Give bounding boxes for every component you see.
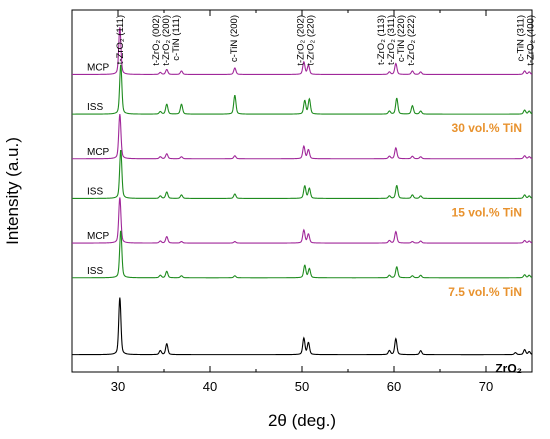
group-label-0: 30 vol.% TiN (452, 121, 522, 135)
series-layer (72, 27, 533, 356)
peak-label-1-2: c-TiN (111) (171, 15, 182, 61)
peak-label-1-1: t-ZrO₂ (200) (161, 15, 172, 66)
trace-label-0: MCP (87, 62, 110, 73)
trace-label-1: ISS (87, 102, 103, 113)
peak-label-3-1: t-ZrO₂ (220) (306, 15, 317, 66)
series-line-0 (72, 27, 533, 76)
x-axis: 30 40 50 60 70 (71, 10, 533, 394)
group-label-1: 15 vol.% TiN (452, 205, 522, 219)
peak-label-4-2: c-TiN (220) (396, 15, 407, 62)
x-axis-label: 2θ (deg.) (268, 411, 336, 430)
peak-label-0-0: t-ZrO₂ (111) (115, 15, 126, 64)
series-line-1 (72, 64, 533, 115)
x-tick-label-70: 70 (479, 379, 493, 394)
peak-label-5-0: c-TiN (311) (516, 15, 527, 61)
series-line-5 (72, 230, 533, 279)
x-tick-label-30: 30 (111, 379, 125, 394)
zro2-label: ZrO₂ (495, 362, 522, 376)
trace-label-5: ISS (87, 266, 103, 277)
peak-label-4-0: t-ZrO₂ (113) (376, 15, 387, 65)
series-line-2 (72, 114, 533, 160)
trace-label-4: MCP (87, 231, 110, 242)
peak-label-4-1: t-ZrO₂ (311) (386, 15, 397, 65)
series-line-6 (72, 297, 533, 356)
trace-label-3: ISS (87, 186, 103, 197)
group-label-layer: 30 vol.% TiN 15 vol.% TiN 7.5 vol.% TiN ZrO… (448, 121, 522, 376)
peak-label-2-0: c-TiN (200) (229, 15, 240, 62)
x-tick-label-50: 50 (295, 379, 309, 394)
x-tick-label-60: 60 (387, 379, 401, 394)
series-line-4 (72, 197, 533, 244)
x-tick-label-40: 40 (203, 379, 217, 394)
peak-label-4-3: t-ZrO₂ (222) (406, 15, 417, 66)
trace-label-layer: MCP ISS MCP ISS MCP ISS (87, 62, 110, 276)
trace-label-2: MCP (87, 147, 110, 158)
peak-label-3-0: t-ZrO₂ (202) (296, 15, 307, 66)
y-axis-label: Intensity (a.u.) (3, 137, 22, 245)
group-label-2: 7.5 vol.% TiN (448, 285, 522, 299)
peak-label-1-0: t-ZrO₂ (002) (151, 15, 162, 66)
series-line-3 (72, 149, 533, 199)
phase-label-layer: t-ZrO₂ (111) t-ZrO₂ (002) t-ZrO₂ (200) c-Ti… (115, 15, 537, 66)
peak-label-5-1: t-ZrO₂ (400) (526, 15, 537, 66)
